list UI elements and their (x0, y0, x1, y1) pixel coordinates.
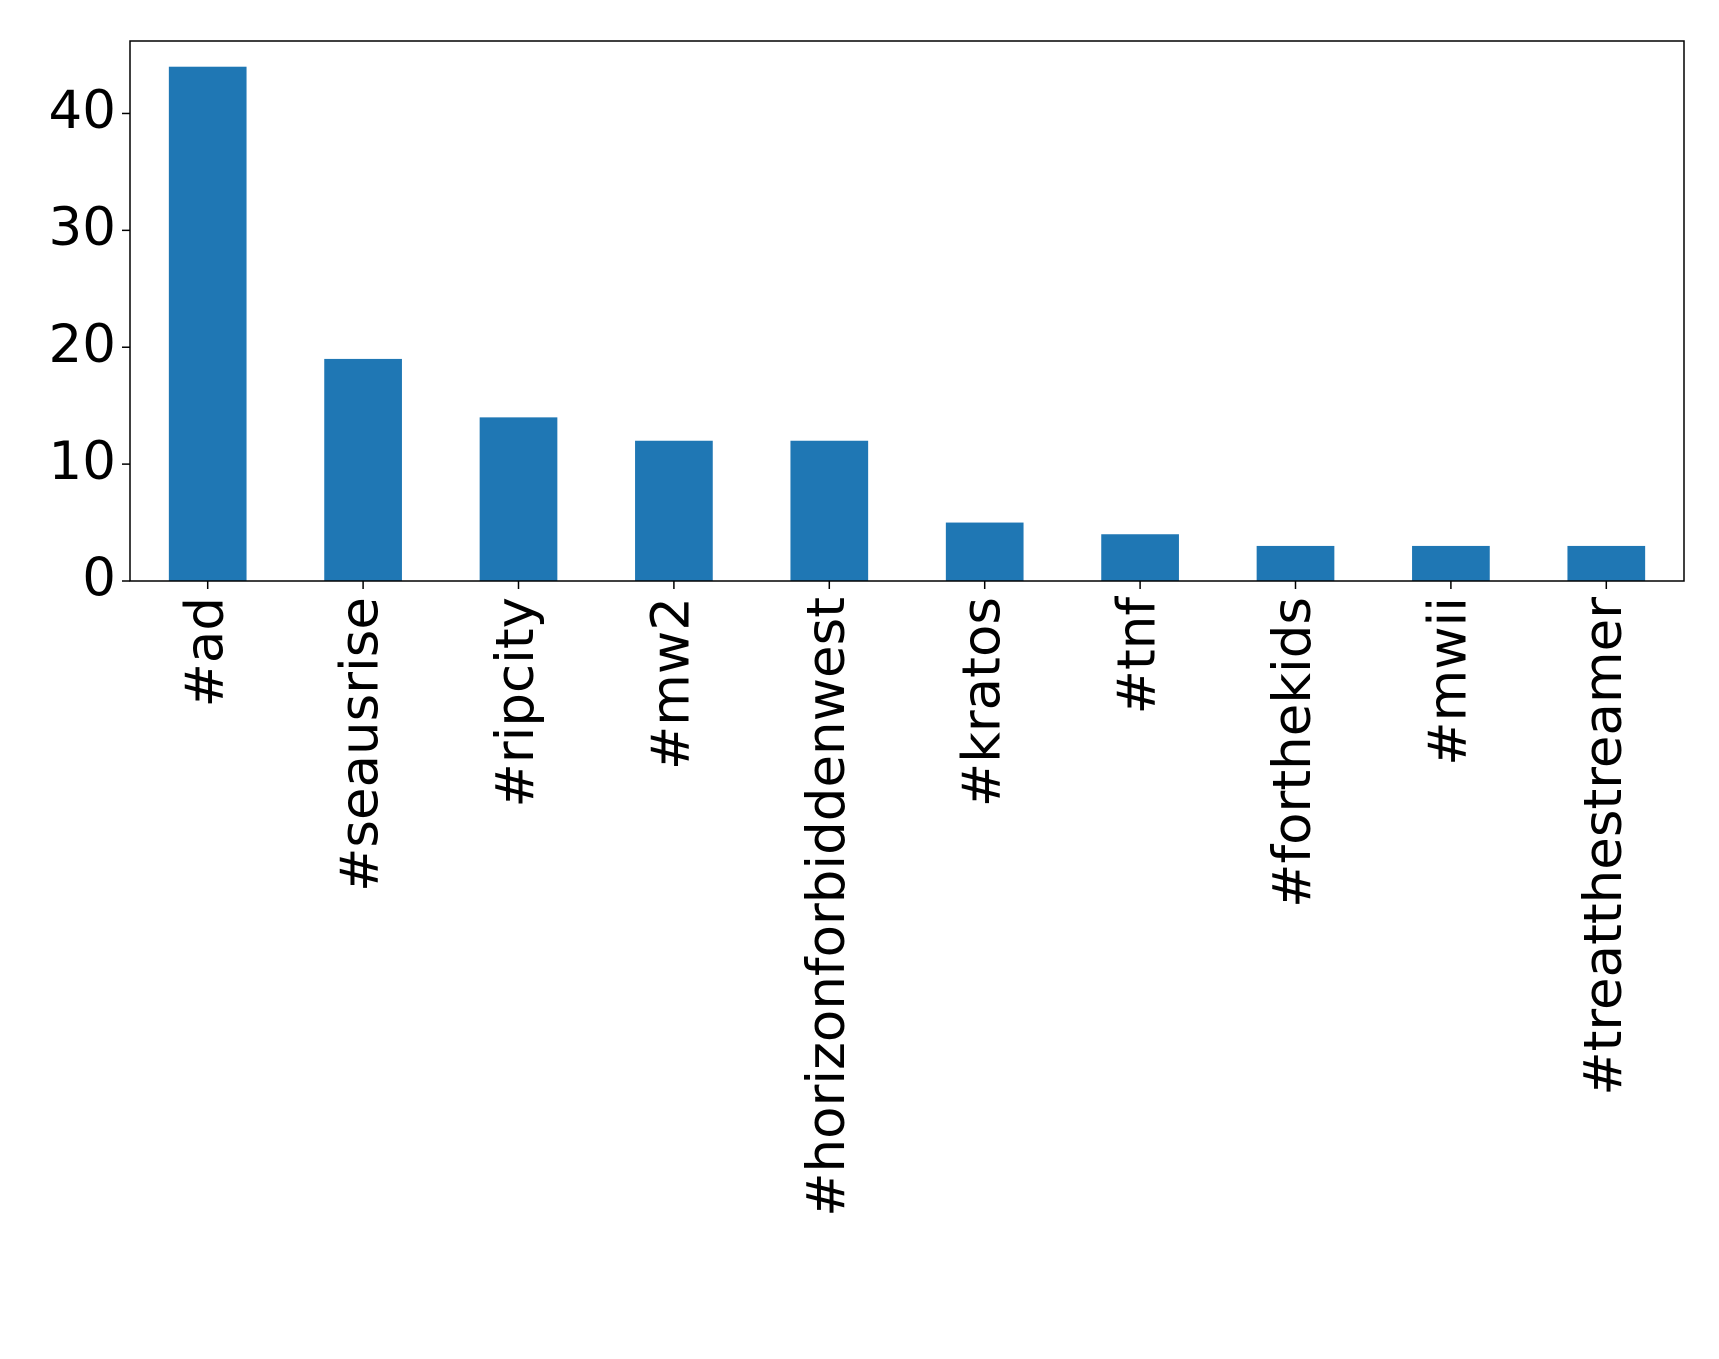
bar (1256, 545, 1335, 581)
y-tick-label: 20 (49, 314, 116, 375)
x-tick-label: #tnf (1107, 596, 1168, 715)
x-tick-label: #forthekids (1262, 597, 1323, 908)
bar (479, 417, 558, 581)
bar (945, 522, 1024, 581)
y-tick-label: 10 (49, 431, 116, 492)
x-tick-label: #ad (174, 597, 235, 708)
x-tick-label: #mw2 (641, 597, 702, 770)
bar (1101, 534, 1179, 581)
y-tick-label: 30 (49, 197, 116, 258)
x-tick-label: #mwii (1418, 597, 1479, 766)
y-tick-label: 40 (49, 80, 116, 141)
x-tick-label: #seausrise (330, 597, 391, 892)
bar (168, 66, 247, 581)
bar (635, 440, 713, 581)
bar (1567, 545, 1646, 581)
y-tick-label: 0 (82, 548, 116, 609)
x-tick-label: #treatthestreamer (1573, 597, 1634, 1096)
bar (324, 358, 402, 581)
x-tick-label: #kratos (951, 597, 1012, 807)
x-tick-label: #ripcity (485, 597, 546, 808)
plot-frame (129, 40, 1685, 582)
x-tick-label: #horizonforbiddenwest (796, 597, 857, 1217)
bar (1412, 545, 1490, 581)
bar (790, 440, 869, 581)
